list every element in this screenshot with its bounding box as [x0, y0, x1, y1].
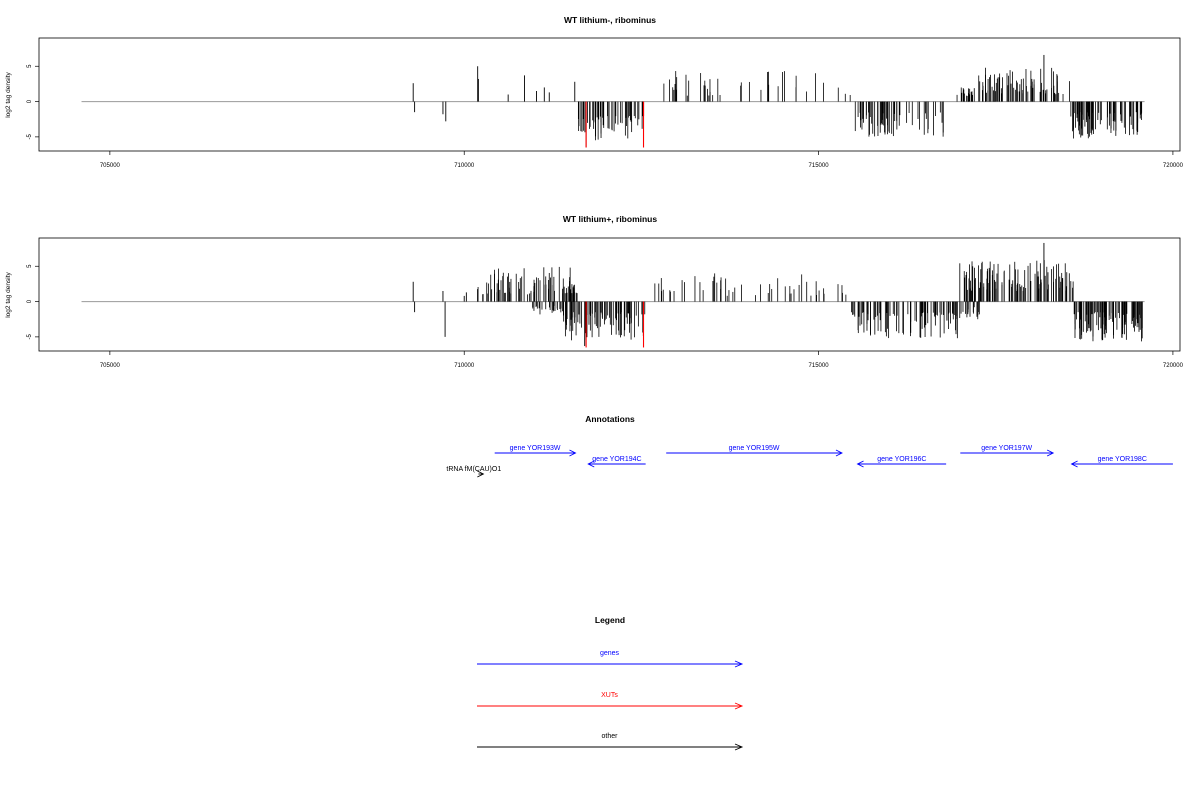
- legend-arrowhead: [734, 660, 744, 668]
- feature-label: gene YOR197W: [981, 445, 1032, 452]
- legend-label: genes: [600, 650, 620, 657]
- y-tick-label: 0: [27, 99, 33, 103]
- y-axis-label: log2 tag density: [5, 71, 12, 117]
- annotation-feature: gene YOR195W: [666, 445, 843, 457]
- panel-title: WT lithium+, ribominus: [563, 214, 657, 224]
- legend-title: Legend: [595, 615, 625, 625]
- x-tick-label: 710000: [454, 163, 475, 169]
- legend-item: other: [477, 733, 744, 751]
- data-marks: [81, 54, 1145, 148]
- feature-label: gene YOR193W: [510, 445, 561, 452]
- legend-label: other: [602, 733, 619, 740]
- feature-label: gene YOR195W: [729, 445, 780, 452]
- y-tick-label: -5: [27, 134, 33, 140]
- panel-title: WT lithium-, ribominus: [564, 15, 656, 25]
- feature-arrowhead: [587, 460, 595, 468]
- feature-arrowhead: [477, 470, 485, 478]
- annotation-feature: tRNA fM(CAU)O1: [446, 466, 501, 478]
- feature-label: gene YOR198C: [1098, 456, 1147, 463]
- annotation-features: gene YOR193W gene YOR194C gene YOR195W gene…: [446, 445, 1173, 478]
- annotation-feature: gene YOR193W: [494, 445, 577, 457]
- feature-arrowhead: [856, 460, 864, 468]
- x-tick-label: 705000: [100, 363, 121, 369]
- annotation-feature: gene YOR197W: [960, 445, 1055, 457]
- plot-frame: [38, 37, 1181, 152]
- feature-label: gene YOR194C: [592, 456, 641, 463]
- annotation-feature: gene YOR198C: [1070, 456, 1173, 468]
- legend-arrowhead: [734, 743, 744, 751]
- y-tick-label: 5: [27, 64, 33, 68]
- feature-arrowhead: [1070, 460, 1078, 468]
- axes: 705000 710000 715000 720000 5 0 -5: [27, 64, 1184, 169]
- feature-arrowhead: [1046, 449, 1055, 457]
- feature-label: tRNA fM(CAU)O1: [446, 466, 501, 473]
- axes: 705000 710000 715000 720000 5 0 -5: [27, 264, 1184, 369]
- x-tick-label: 720000: [1163, 363, 1184, 369]
- legend-label: XUTs: [601, 692, 618, 699]
- data-marks: [81, 242, 1145, 348]
- panel-lithium-minus: WT lithium-, ribominus log2 tag density …: [5, 15, 1184, 169]
- x-tick-label: 715000: [809, 363, 830, 369]
- annotation-feature: gene YOR194C: [587, 456, 646, 468]
- feature-label: gene YOR196C: [877, 456, 926, 463]
- annotation-feature: gene YOR196C: [856, 456, 947, 468]
- x-tick-label: 710000: [454, 363, 475, 369]
- legend-item: XUTs: [477, 692, 744, 710]
- x-tick-label: 715000: [809, 163, 830, 169]
- feature-arrowhead: [835, 449, 843, 457]
- y-tick-label: -5: [27, 334, 33, 340]
- annotations-title: Annotations: [585, 414, 635, 424]
- y-tick-label: 0: [27, 299, 33, 303]
- plot-frame: [38, 237, 1181, 352]
- x-tick-label: 720000: [1163, 163, 1184, 169]
- x-tick-label: 705000: [100, 163, 121, 169]
- y-tick-label: 5: [27, 264, 33, 268]
- legend-items: genes XUTs other: [477, 650, 744, 751]
- legend-item: genes: [477, 650, 744, 668]
- panel-lithium-plus: WT lithium+, ribominus log2 tag density …: [5, 214, 1184, 369]
- y-axis-label: log2 tag density: [5, 271, 12, 317]
- legend-panel: Legend genes XUTs other: [477, 615, 744, 751]
- feature-arrowhead: [569, 449, 577, 457]
- legend-arrowhead: [734, 702, 744, 710]
